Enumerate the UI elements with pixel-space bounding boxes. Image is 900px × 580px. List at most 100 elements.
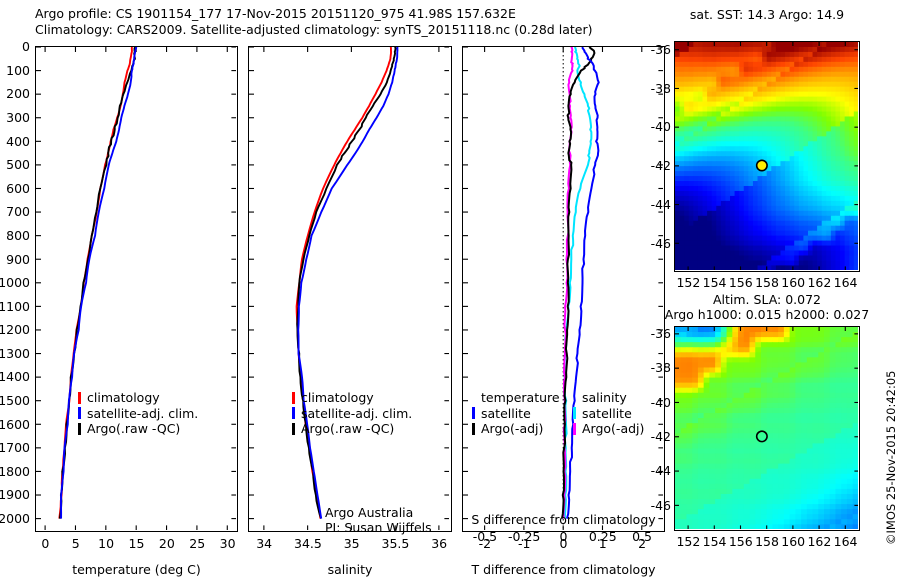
- temperature-xtick: 0: [41, 536, 50, 551]
- depth-ytick: 1700: [0, 440, 30, 456]
- depth-ytick: 1600: [0, 416, 30, 432]
- map-ytick: -46: [650, 235, 671, 251]
- difference-bottom-axis-label: T difference from climatology: [471, 562, 656, 577]
- depth-ytick: 400: [6, 133, 30, 149]
- legend-label: climatology: [301, 390, 374, 405]
- temperature-axis-label: temperature (deg C): [72, 562, 201, 577]
- depth-ytick: 800: [6, 227, 30, 243]
- float-position-marker: [755, 430, 768, 443]
- difference-salinity-legend-item: Argo(-adj): [573, 421, 644, 437]
- salinity-annotation: Argo Australia PI: Susan Wijffels: [325, 505, 432, 535]
- depth-ytick: 1100: [0, 298, 30, 314]
- legend-label: Argo(.raw -QC): [301, 421, 395, 436]
- difference-temperature-legend-item: Argo(-adj): [472, 421, 560, 437]
- salinity-xtick: 35: [343, 536, 360, 551]
- map-ytick: -40: [650, 119, 671, 135]
- difference-bottom-xtick: -1: [517, 536, 531, 551]
- salinity-legend-item: satellite-adj. clim.: [292, 406, 412, 422]
- difference-top-xtick: 0: [559, 529, 568, 544]
- legend-color-swatch: [573, 407, 576, 420]
- depth-ytick: 500: [6, 157, 30, 173]
- difference-salinity-legend-item: satellite: [573, 406, 644, 422]
- map-xtick: 164: [833, 275, 858, 291]
- imos-credit: ©IMOS 25-Nov-2015 20:42:05: [884, 370, 898, 545]
- difference-salinity-legend: salinity satellite Argo(-adj): [573, 390, 644, 437]
- sst-map: [674, 41, 860, 272]
- difference-salinity-legend-heading: salinity: [582, 390, 627, 405]
- map-xtick: 160: [781, 275, 806, 291]
- float-position-marker: [755, 159, 768, 172]
- salinity-xtick: 36: [431, 536, 448, 551]
- figure-title-line1: Argo profile: CS 1901154_177 17-Nov-2015…: [35, 6, 516, 21]
- depth-ytick: 1300: [0, 345, 30, 361]
- depth-ytick: 700: [6, 204, 30, 220]
- depth-ytick: 0: [22, 39, 30, 55]
- map-xtick: 152: [676, 275, 701, 291]
- map-xtick: 160: [781, 534, 806, 550]
- legend-color-swatch: [472, 422, 475, 435]
- legend-color-swatch: [292, 391, 295, 404]
- depth-ytick: 1400: [0, 369, 30, 385]
- legend-label: Argo(-adj): [582, 421, 645, 436]
- legend-color-swatch: [78, 422, 81, 435]
- sla-map-title-line2: Argo h1000: 0.015 h2000: 0.027: [664, 307, 870, 322]
- legend-color-swatch: [472, 407, 475, 420]
- legend-label: satellite-adj. clim.: [301, 405, 413, 421]
- legend-label: satellite: [481, 405, 531, 421]
- salinity-xtick: 34: [256, 536, 273, 551]
- map-ytick: -42: [650, 429, 671, 445]
- map-xtick: 154: [702, 534, 727, 550]
- salinity-legend: climatology satellite-adj. clim. Argo(.raw…: [292, 390, 412, 437]
- temperature-profile-plot: [35, 46, 238, 532]
- depth-ytick: 1200: [0, 322, 30, 338]
- map-ytick: -38: [650, 360, 671, 376]
- temperature-xtick: 25: [189, 536, 206, 551]
- figure-title-line2: Climatology: CARS2009. Satellite-adjuste…: [35, 22, 593, 37]
- map-xtick: 156: [728, 534, 753, 550]
- difference-top-xtick: 0.25: [588, 529, 617, 544]
- map-xtick: 152: [676, 534, 701, 550]
- difference-top-axis-label: S difference from climatology: [471, 512, 656, 527]
- depth-ytick: 1500: [0, 393, 30, 408]
- map-ytick: -44: [650, 463, 671, 479]
- map-xtick: 164: [833, 534, 858, 550]
- difference-top-xtick: -0.5: [472, 529, 498, 544]
- depth-ytick: 100: [6, 62, 30, 78]
- difference-bottom-xtick: 0: [559, 536, 568, 551]
- difference-top-xtick: 0.5: [632, 529, 653, 544]
- salinity-annotation-line: Argo Australia: [325, 505, 414, 520]
- depth-ytick: 1800: [0, 463, 30, 479]
- temperature-legend-item: climatology: [78, 390, 198, 406]
- difference-temperature-legend-item: satellite: [472, 406, 560, 422]
- legend-color-swatch: [292, 407, 295, 420]
- legend-color-swatch: [78, 391, 81, 404]
- map-ytick: -44: [650, 196, 671, 212]
- map-ytick: -46: [650, 497, 671, 513]
- difference-bottom-xtick: -2: [478, 536, 492, 551]
- difference-bottom-xtick: 1: [598, 536, 607, 551]
- depth-ytick: 2000: [0, 510, 30, 526]
- salinity-profile-plot: [248, 46, 452, 532]
- salinity-xtick: 34.5: [294, 536, 322, 551]
- temperature-legend: climatology satellite-adj. clim. Argo(.raw…: [78, 390, 198, 437]
- salinity-legend-item: Argo(.raw -QC): [292, 421, 412, 437]
- map-xtick: 162: [807, 534, 832, 550]
- temperature-legend-item: Argo(.raw -QC): [78, 421, 198, 437]
- legend-color-swatch: [78, 407, 81, 420]
- map-ytick: -40: [650, 394, 671, 410]
- map-ytick: -38: [650, 80, 671, 96]
- depth-ytick: 600: [6, 180, 30, 196]
- depth-ytick: 1000: [0, 275, 30, 291]
- difference-bottom-xtick: 2: [638, 536, 647, 551]
- map-xtick: 162: [807, 275, 832, 291]
- difference-top-xtick: -0.25: [508, 529, 541, 544]
- salinity-axis-label: salinity: [327, 562, 373, 577]
- map-ytick: -36: [650, 42, 671, 58]
- legend-label: climatology: [87, 390, 160, 405]
- depth-ytick: 300: [6, 110, 30, 126]
- salinity-legend-item: climatology: [292, 390, 412, 406]
- depth-ytick: 900: [6, 251, 30, 267]
- legend-label: satellite-adj. clim.: [87, 405, 199, 421]
- temperature-legend-item: satellite-adj. clim.: [78, 406, 198, 422]
